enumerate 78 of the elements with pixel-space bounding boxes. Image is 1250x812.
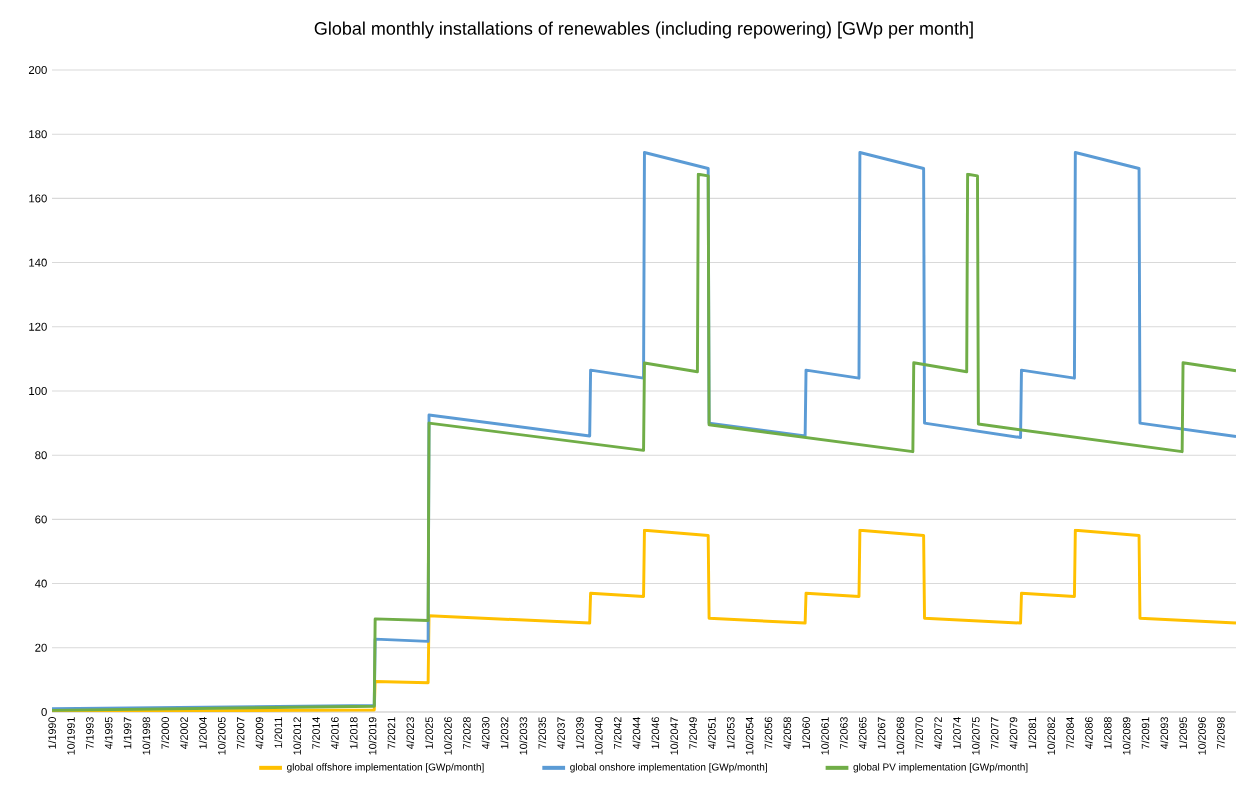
- x-tick-label: 1/2074: [952, 717, 961, 749]
- x-tick-label: 1/2018: [349, 717, 358, 749]
- y-tick-label: 100: [29, 386, 47, 395]
- x-tick-label: 10/2068: [896, 717, 905, 755]
- x-tick-label: 4/2093: [1160, 717, 1169, 750]
- x-tick-label: 7/2084: [1066, 717, 1074, 749]
- x-tick-label: 4/1995: [104, 717, 113, 750]
- y-tick-label: 80: [35, 451, 47, 460]
- x-tick-label: 10/2005: [217, 717, 226, 755]
- x-tick-label: 4/2072: [934, 717, 942, 750]
- x-tick-label: 4/2037: [557, 717, 565, 750]
- x-tick-label: 7/2070: [915, 717, 924, 749]
- x-tick-label: 7/2098: [1216, 717, 1225, 749]
- y-tick-label: 120: [29, 322, 47, 331]
- x-tick-label: 7/2077: [990, 717, 999, 749]
- x-tick-label: 10/1998: [142, 717, 151, 755]
- x-tick-label: 10/2075: [971, 717, 980, 755]
- x-tick-label: 7/2091: [1141, 717, 1150, 749]
- x-tick-label: 1/2095: [1179, 717, 1187, 749]
- x-tick-label: 1/2053: [726, 717, 735, 749]
- x-tick-label: 1/2039: [575, 717, 584, 749]
- x-tick-label: 4/2051: [707, 717, 716, 750]
- x-tick-label: 10/2061: [820, 717, 829, 755]
- x-tick-label: 1/1997: [123, 717, 132, 749]
- y-tick-label: 60: [35, 515, 47, 524]
- x-tick-label: 4/2023: [406, 717, 415, 750]
- x-tick-label: 4/2009: [255, 717, 264, 750]
- y-tick-label: 160: [29, 194, 47, 203]
- x-tick-label: 7/1993: [85, 717, 94, 749]
- x-tick-label: 10/2012: [293, 717, 301, 755]
- x-tick-label: 1/1990: [48, 717, 56, 749]
- legend-label: global PV implementation [GWp/month]: [853, 763, 1028, 773]
- x-tick-label: 7/2000: [161, 717, 170, 749]
- y-tick-label: 200: [28, 65, 47, 74]
- x-tick-label: 10/2054: [745, 717, 754, 755]
- x-tick-label: 1/2004: [198, 717, 207, 749]
- y-tick-label: 20: [35, 643, 47, 652]
- x-tick-label: 7/2049: [689, 717, 697, 749]
- x-tick-label: 10/2089: [1122, 717, 1131, 755]
- x-tick-label: 10/2026: [443, 717, 452, 755]
- x-tick-label: 10/1991: [66, 717, 75, 755]
- x-tick-label: 1/2081: [1028, 717, 1037, 749]
- x-tick-label: 7/2007: [236, 717, 245, 749]
- x-tick-label: 1/2060: [802, 717, 810, 749]
- y-tick-label: 180: [29, 130, 47, 139]
- chart-title: Global monthly installations of renewables (including repowering) [GWp per month]: [314, 21, 973, 39]
- x-tick-label: 10/2019: [368, 717, 377, 755]
- x-tick-label: 4/2065: [858, 717, 867, 750]
- x-tick-label: 4/2044: [632, 717, 641, 750]
- x-tick-label: 1/2025: [425, 717, 433, 749]
- x-tick-label: 4/2086: [1084, 717, 1093, 750]
- x-tick-label: 7/2056: [764, 717, 773, 749]
- x-tick-label: 7/2028: [462, 717, 471, 749]
- x-tick-label: 4/2058: [783, 717, 792, 750]
- legend-label: global offshore implementation [GWp/month]: [287, 763, 484, 773]
- x-tick-label: 7/2014: [311, 717, 320, 749]
- x-tick-label: 4/2002: [180, 717, 188, 750]
- x-tick-label: 4/2030: [481, 717, 490, 750]
- x-tick-label: 1/2088: [1103, 717, 1112, 749]
- x-tick-label: 7/2035: [538, 717, 547, 749]
- x-tick-label: 7/2021: [387, 717, 396, 749]
- x-tick-label: 4/2016: [330, 717, 339, 750]
- legend-label: global onshore implementation [GWp/month]: [570, 763, 767, 773]
- x-tick-label: 10/2040: [594, 717, 603, 755]
- y-tick-label: 40: [34, 579, 47, 588]
- y-tick-label: 0: [41, 707, 47, 716]
- x-tick-label: 1/2046: [651, 717, 660, 749]
- x-tick-label: 7/2063: [839, 717, 848, 749]
- x-tick-label: 1/2011: [274, 717, 283, 748]
- x-tick-label: 1/2032: [500, 717, 509, 749]
- x-tick-label: 10/2096: [1197, 717, 1206, 755]
- y-tick-label: 140: [29, 258, 47, 267]
- x-tick-label: 1/2067: [877, 717, 886, 749]
- x-tick-label: 7/2042: [613, 717, 622, 749]
- x-tick-label: 10/2082: [1047, 717, 1056, 755]
- x-tick-label: 10/2033: [519, 717, 528, 755]
- x-tick-label: 10/2047: [670, 717, 678, 755]
- x-tick-label: 4/2079: [1009, 717, 1018, 750]
